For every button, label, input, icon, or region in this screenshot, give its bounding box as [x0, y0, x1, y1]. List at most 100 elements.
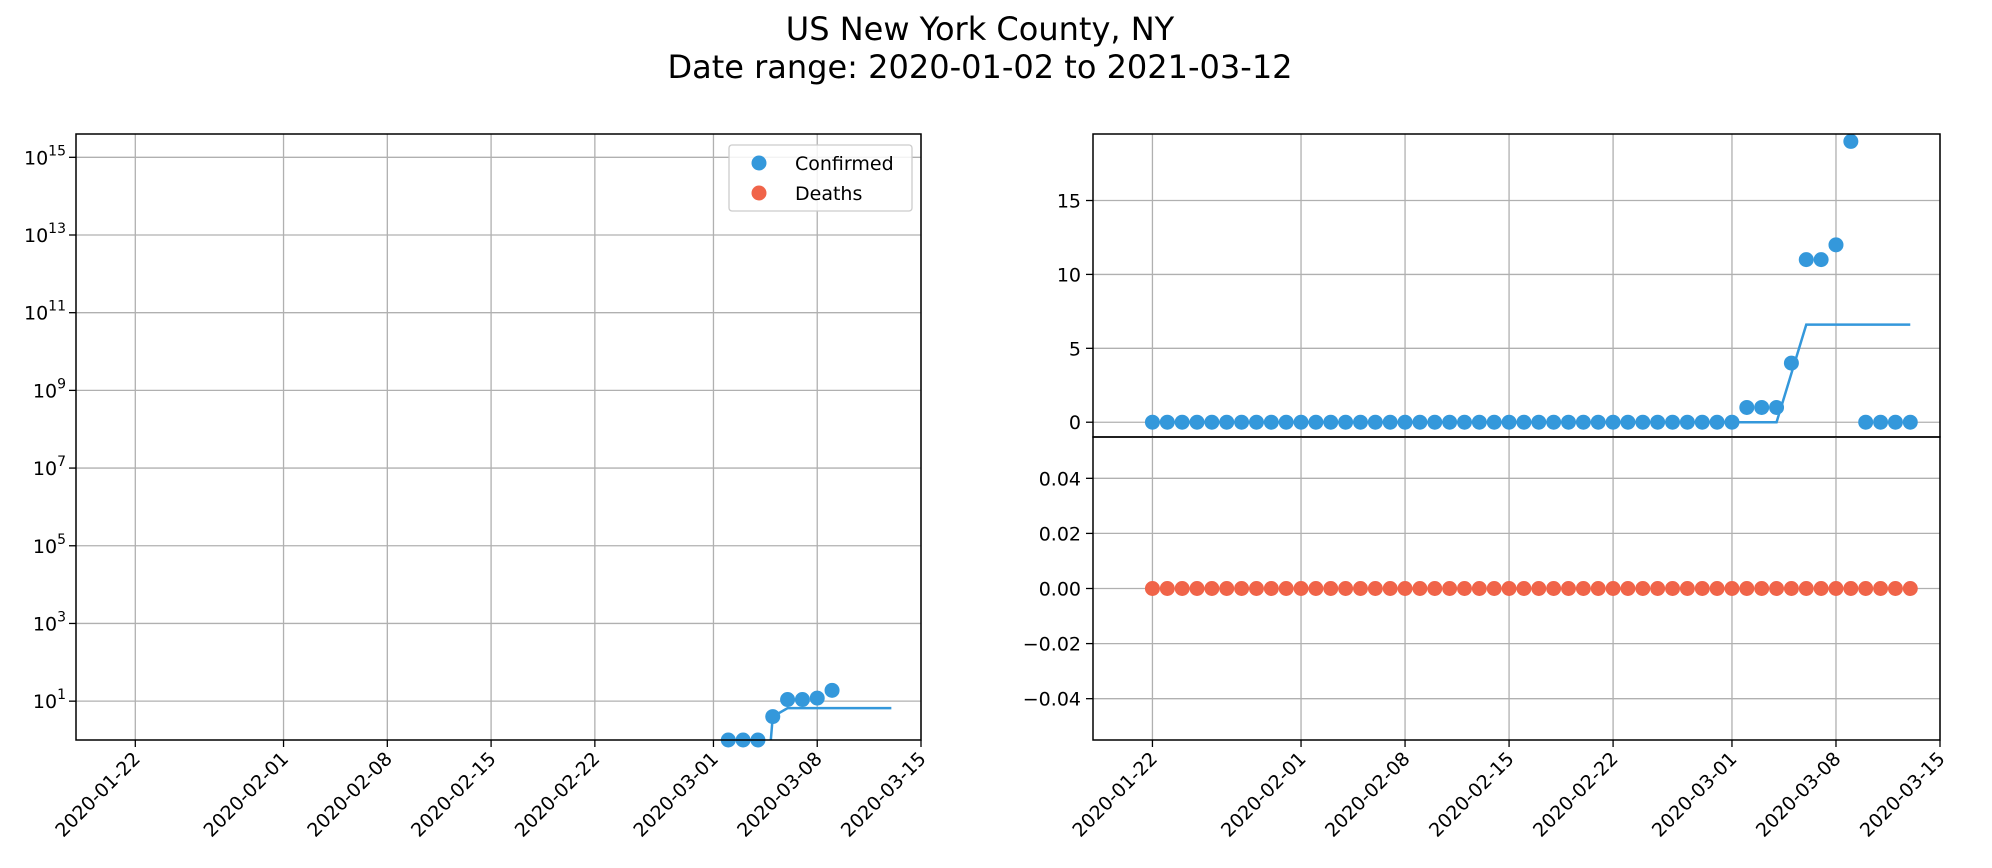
right-bottom-deaths-point: [1204, 581, 1220, 596]
left-confirmed-point: [824, 682, 840, 698]
right-bottom-deaths-point: [1516, 581, 1532, 596]
right-bottom-deaths-point: [1575, 581, 1591, 596]
right-top-confirmed-point: [1650, 414, 1666, 430]
left-x-tick-label: 2020-02-08: [303, 748, 397, 842]
right-top-confirmed-point: [1248, 414, 1264, 430]
right-bottom-deaths-point: [1873, 581, 1889, 596]
left-confirmed-fit-line: [769, 706, 892, 740]
right-bottom-deaths-point: [1486, 581, 1502, 596]
right-top-confirmed-point: [1338, 414, 1354, 430]
right-bottom-deaths-point: [1843, 581, 1859, 596]
right-top-confirmed-point: [1219, 414, 1235, 430]
right-top-confirmed-point: [1144, 414, 1160, 430]
right-top-confirmed-point: [1531, 414, 1547, 430]
right-top-confirmed-point: [1546, 414, 1562, 430]
right-bottom-deaths-point: [1219, 581, 1235, 596]
right-bottom-deaths-point: [1650, 581, 1666, 596]
right-bottom-deaths-point: [1352, 581, 1368, 596]
left-y-tick-exponent: 9: [57, 376, 66, 392]
right-bottom-deaths-point: [1769, 581, 1785, 596]
left-axes-frame: [75, 133, 922, 741]
right-bottom-y-tick-label: −0.02: [1023, 634, 1081, 656]
left-log-chart: 2020-01-22 2020-02-01 2020-02-08 2020-02-15…: [24, 133, 931, 842]
right-top-confirmed-point: [1204, 414, 1220, 430]
right-bottom-deaths-point: [1635, 581, 1651, 596]
right-bottom-deaths-point: [1709, 581, 1725, 596]
left-y-tick-base: 10: [33, 380, 57, 402]
right-top-confirmed-point: [1590, 414, 1606, 430]
right-top-confirmed-point: [1382, 414, 1398, 430]
left-confirmed-point: [809, 690, 825, 706]
right-top-confirmed-point: [1679, 414, 1695, 430]
left-y-tick-exponent: 5: [57, 532, 66, 548]
right-bottom-axes-frame: [1092, 436, 1941, 741]
legend-label-confirmed: Confirmed: [795, 153, 894, 175]
right-bottom-deaths-point: [1546, 581, 1562, 596]
right-top-confirmed-point: [1843, 133, 1859, 149]
legend: Confirmed Deaths: [728, 144, 913, 212]
right-bottom-deaths-point: [1501, 581, 1517, 596]
right-top-confirmed-point: [1308, 414, 1324, 430]
right-top-confirmed-point: [1367, 414, 1383, 430]
right-top-confirmed-point: [1501, 414, 1517, 430]
left-x-tick-label: 2020-03-15: [837, 748, 931, 842]
right-bottom-deaths-point: [1724, 581, 1740, 596]
right-bottom-x-tick-label: 2020-03-08: [1752, 748, 1846, 842]
right-top-confirmed-point: [1605, 414, 1621, 430]
right-bottom-deaths-point: [1694, 581, 1710, 596]
right-bottom-deaths-point: [1798, 581, 1814, 596]
left-y-tick-base: 10: [33, 613, 57, 635]
left-y-tick-exponent: 15: [48, 143, 66, 159]
right-top-confirmed-point: [1575, 414, 1591, 430]
right-top-confirmed-point: [1174, 414, 1190, 430]
right-bottom-deaths-point: [1412, 581, 1428, 596]
right-top-y-tick-label: 5: [1069, 338, 1081, 360]
left-y-tick-base: 10: [33, 536, 57, 558]
left-x-tick-label: 2020-02-22: [511, 748, 605, 842]
right-top-confirmed-point: [1456, 414, 1472, 430]
right-bottom-x-tick-label: 2020-01-22: [1068, 748, 1162, 842]
right-top-confirmed-point: [1828, 237, 1844, 253]
right-bottom-deaths-point: [1442, 581, 1458, 596]
right-top-confirmed-point: [1561, 414, 1577, 430]
right-top-y-tick-label: 15: [1057, 191, 1081, 213]
right-top-confirmed-point: [1293, 414, 1309, 430]
right-top-confirmed-point: [1323, 414, 1339, 430]
right-top-confirmed-point: [1427, 414, 1443, 430]
legend-marker-confirmed: [751, 155, 767, 171]
right-bottom-deaths-point: [1144, 581, 1160, 596]
right-bottom-deaths-point: [1783, 581, 1799, 596]
legend-label-deaths: Deaths: [795, 183, 862, 205]
right-bottom-deaths-chart: 2020-01-22 2020-02-01 2020-02-08 2020-02-15…: [1023, 436, 1950, 842]
right-top-confirmed-point: [1516, 414, 1532, 430]
right-top-y-tick-label: 0: [1069, 412, 1081, 434]
left-x-tick-label: 2020-03-08: [733, 748, 827, 842]
left-y-tick-exponent: 13: [48, 221, 66, 237]
right-bottom-deaths-point: [1308, 581, 1324, 596]
right-top-confirmed-point: [1471, 414, 1487, 430]
right-top-confirmed-point: [1159, 414, 1175, 430]
right-bottom-deaths-point: [1338, 581, 1354, 596]
right-top-confirmed-point: [1724, 414, 1740, 430]
left-y-tick-label: 103: [33, 609, 66, 635]
right-bottom-deaths-point: [1739, 581, 1755, 596]
left-confirmed-point: [794, 692, 810, 708]
legend-marker-deaths: [751, 185, 767, 201]
left-y-tick-label: 101: [33, 687, 66, 713]
left-y-tick-base: 10: [33, 458, 57, 480]
right-top-confirmed-point: [1234, 414, 1250, 430]
left-y-tick-label: 105: [33, 532, 66, 558]
right-top-confirmed-point: [1620, 414, 1636, 430]
right-bottom-x-tick-label: 2020-03-15: [1856, 748, 1950, 842]
left-y-tick-exponent: 11: [48, 299, 66, 315]
left-y-tick-exponent: 7: [57, 454, 66, 470]
right-bottom-y-tick-label: −0.04: [1023, 689, 1081, 711]
right-bottom-deaths-point: [1397, 581, 1413, 596]
right-bottom-deaths-point: [1828, 581, 1844, 596]
right-bottom-deaths-point: [1293, 581, 1309, 596]
right-bottom-y-tick-label: 0.04: [1039, 468, 1081, 490]
left-y-tick-label: 1013: [24, 221, 66, 247]
right-bottom-deaths-point: [1189, 581, 1205, 596]
left-x-tick-label: 2020-01-22: [51, 748, 145, 842]
